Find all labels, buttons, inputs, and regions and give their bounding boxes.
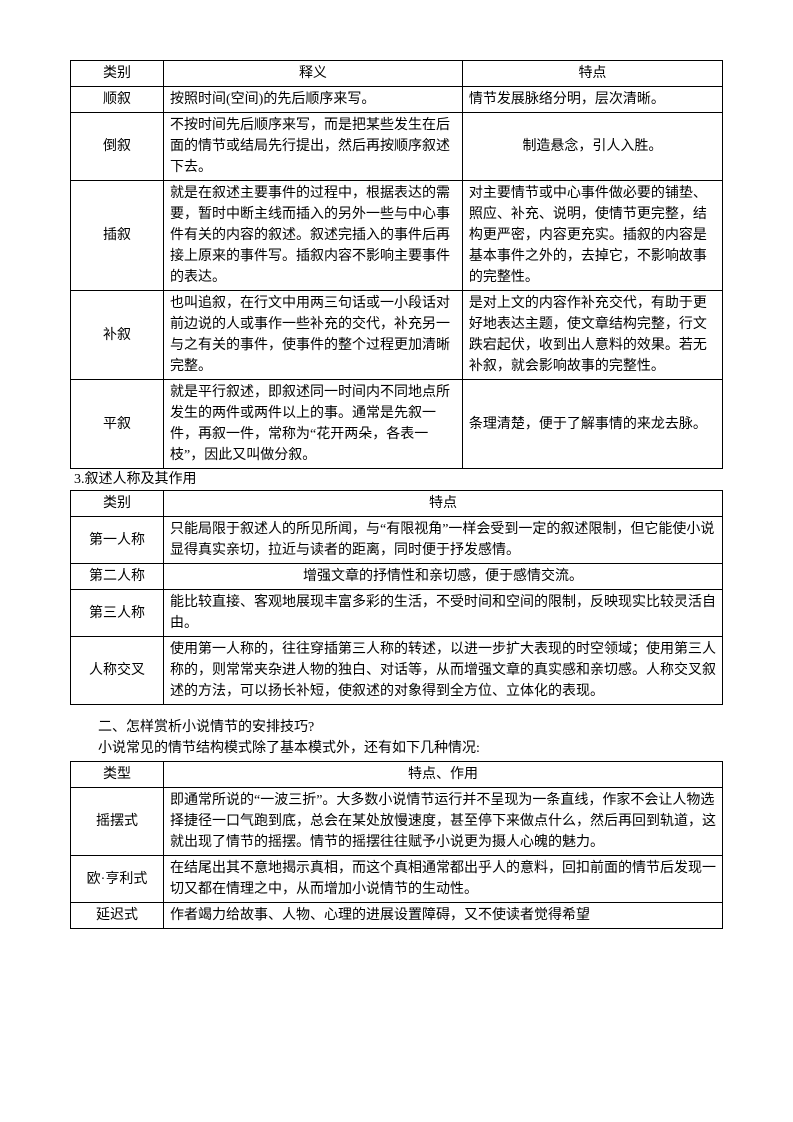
t2-h1: 特点 [164, 491, 723, 517]
t1-h2: 特点 [462, 61, 722, 87]
section2-question: 二、怎样赏析小说情节的安排技巧? [70, 717, 723, 738]
t1-r3-c1: 也叫追叙，在行文中用两三句话或一小段话对前边说的人或事作一些补充的交代，补充另一… [164, 291, 463, 380]
t2-h0: 类别 [71, 491, 164, 517]
t2-r3-c1: 使用第一人称的，往往穿插第三人称的转述，以进一步扩大表现的时空领域；使用第三人称… [164, 637, 723, 705]
t1-r0-c0: 顺叙 [71, 87, 164, 113]
t3-r2-c0: 延迟式 [71, 903, 164, 929]
t1-r2-c0: 插叙 [71, 181, 164, 291]
t2-r0-c1: 只能局限于叙述人的所见所闻，与“有限视角”一样会受到一定的叙述限制，但它能使小说… [164, 517, 723, 564]
t2-r0-c0: 第一人称 [71, 517, 164, 564]
t1-h0: 类别 [71, 61, 164, 87]
t2-r1-c0: 第二人称 [71, 564, 164, 590]
narration-methods-table: 类别 释义 特点 顺叙 按照时间(空间)的先后顺序来写。 情节发展脉络分明，层次… [70, 60, 723, 469]
t3-r0-c1: 即通常所说的“一波三折”。大多数小说情节运行并不呈现为一条直线，作家不会让人物选… [164, 788, 723, 856]
t3-r2-c1: 作者竭力给故事、人物、心理的进展设置障碍，又不使读者觉得希望 [164, 903, 723, 929]
t3-r1-c0: 欧·亨利式 [71, 856, 164, 903]
section3-label: 3.叙述人称及其作用 [70, 469, 723, 490]
t1-r2-c1: 就是在叙述主要事件的过程中，根据表达的需要，暂时中断主线而插入的另外一些与中心事… [164, 181, 463, 291]
t1-r3-c2: 是对上文的内容作补充交代，有助于更好地表达主题，使文章结构完整，行文跌宕起伏，收… [462, 291, 722, 380]
t3-r1-c1: 在结尾出其不意地揭示真相，而这个真相通常都出乎人的意料，回扣前面的情节后发现一切… [164, 856, 723, 903]
t2-r3-c0: 人称交叉 [71, 637, 164, 705]
t3-r0-c0: 摇摆式 [71, 788, 164, 856]
t2-r1-c1: 增强文章的抒情性和亲切感，便于感情交流。 [164, 564, 723, 590]
plot-structure-table: 类型 特点、作用 摇摆式 即通常所说的“一波三折”。大多数小说情节运行并不呈现为… [70, 761, 723, 929]
t1-r4-c0: 平叙 [71, 380, 164, 469]
narration-person-table: 类别 特点 第一人称 只能局限于叙述人的所见所闻，与“有限视角”一样会受到一定的… [70, 490, 723, 705]
t1-r4-c2: 条理清楚，便于了解事情的来龙去脉。 [462, 380, 722, 469]
t1-r1-c0: 倒叙 [71, 113, 164, 181]
t1-r1-c2: 制造悬念，引人入胜。 [462, 113, 722, 181]
section2-intro: 小说常见的情节结构模式除了基本模式外，还有如下几种情况: [70, 738, 723, 759]
t1-r2-c2: 对主要情节或中心事件做必要的铺垫、照应、补充、说明，使情节更完整，结构更严密，内… [462, 181, 722, 291]
t1-h1: 释义 [164, 61, 463, 87]
t1-r3-c0: 补叙 [71, 291, 164, 380]
t2-r2-c1: 能比较直接、客观地展现丰富多彩的生活，不受时间和空间的限制，反映现实比较灵活自由… [164, 590, 723, 637]
t1-r4-c1: 就是平行叙述，即叙述同一时间内不同地点所发生的两件或两件以上的事。通常是先叙一件… [164, 380, 463, 469]
t3-h0: 类型 [71, 762, 164, 788]
t3-h1: 特点、作用 [164, 762, 723, 788]
t2-r2-c0: 第三人称 [71, 590, 164, 637]
t1-r1-c1: 不按时间先后顺序来写，而是把某些发生在后面的情节或结局先行提出，然后再按顺序叙述… [164, 113, 463, 181]
t1-r0-c2: 情节发展脉络分明，层次清晰。 [462, 87, 722, 113]
t1-r0-c1: 按照时间(空间)的先后顺序来写。 [164, 87, 463, 113]
